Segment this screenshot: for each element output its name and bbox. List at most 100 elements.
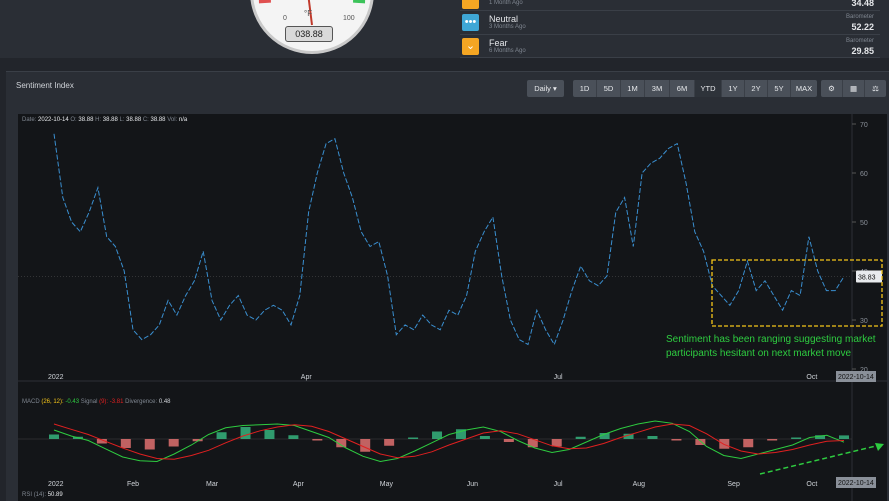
range-ytd[interactable]: YTD <box>695 80 722 97</box>
range-5d[interactable]: 5D <box>597 80 621 97</box>
history-row-3m[interactable]: ••• Neutral 3 Months Ago Barometer 52.22 <box>460 11 880 35</box>
history-name-3m: Neutral <box>489 14 519 24</box>
gauge-greed-arc <box>353 0 366 4</box>
ohlc-close-label: C: <box>142 117 149 123</box>
macd-signal-param: (9): <box>99 399 109 405</box>
ohlc-readout: Date: 2022-10-14 O: 38.88 H: 38.88 L: 38… <box>22 117 187 123</box>
history-value-1m: 34.48 <box>851 0 874 8</box>
divergence-bar <box>791 437 802 439</box>
divergence-bar <box>455 429 466 439</box>
ohlc-open: 38.88 <box>78 117 94 123</box>
chart-area[interactable]: Date: 2022-10-14 O: 38.88 H: 38.88 L: 38… <box>18 114 887 501</box>
date-flag-label: 2022-10-14 <box>838 374 874 381</box>
scale-icon[interactable]: ⚖ <box>865 80 886 97</box>
divergence-bar <box>623 433 634 439</box>
range-1m[interactable]: 1M <box>621 80 645 97</box>
divergence-bar <box>647 436 658 439</box>
rsi-params: (14): <box>33 492 47 498</box>
divergence-bar <box>408 437 419 439</box>
macd-signal-value: -3.81 <box>109 399 124 405</box>
analyst-annotation: Sentiment has been ranging suggesting ma… <box>666 334 876 359</box>
divergence-bar <box>336 439 347 448</box>
sentiment-index-panel: Sentiment Index Daily ▾ 1D 5D 1M 3M 6M Y… <box>6 71 889 501</box>
divergence-bar <box>671 439 682 441</box>
interval-dropdown[interactable]: Daily ▾ <box>527 80 564 97</box>
history-value-3m: 52.22 <box>851 22 874 32</box>
divergence-bar <box>767 439 778 441</box>
history-sub-3m: 3 Months Ago <box>489 24 526 30</box>
gauge-fear-arc <box>258 0 271 4</box>
sentiment-series-line <box>53 133 845 346</box>
range-5y[interactable]: 5Y <box>768 80 791 97</box>
divergence-bar <box>49 434 59 439</box>
ohlc-date: 2022-10-14 <box>38 117 69 123</box>
ohlc-low-label: L: <box>119 117 125 123</box>
macd-x-tick-label: Sep <box>727 481 740 488</box>
range-3m[interactable]: 3M <box>645 80 670 97</box>
divergence-bar <box>288 435 299 439</box>
settings-icon[interactable]: ⚙ <box>821 80 843 97</box>
gauge-needle <box>307 0 313 26</box>
divergence-bar <box>168 439 179 447</box>
y-tick-label: 60 <box>860 171 868 178</box>
macd-x-tick-label: Apr <box>293 481 305 488</box>
range-2y[interactable]: 2Y <box>745 80 768 97</box>
signal-line <box>53 423 845 460</box>
history-row-1m[interactable]: 1 Month Ago 34.48 <box>460 0 880 11</box>
macd-divergence-label: Divergence: <box>125 399 158 405</box>
range-6m[interactable]: 6M <box>670 80 695 97</box>
x-tick-label: 2022 <box>48 374 64 381</box>
divergence-bar <box>384 439 395 446</box>
divergence-bar <box>503 439 514 442</box>
trend-arrow-line <box>759 444 881 475</box>
sentiment-chart-svg: 2030405060702022AprJulOct38.832022-10-14… <box>18 114 887 501</box>
y-tick-label: 50 <box>860 220 868 227</box>
ohlc-vol-label: Vol: <box>167 117 178 123</box>
ranging-highlight-box <box>711 259 883 327</box>
macd-name: MACD <box>22 399 40 405</box>
ohlc-close: 38.88 <box>150 117 166 123</box>
macd-x-tick-label: Oct <box>806 481 817 488</box>
history-barometer-3m: Barometer <box>845 14 874 20</box>
calculator-icon[interactable]: ▦ <box>843 80 865 97</box>
rsi-value: 50.89 <box>47 492 63 498</box>
chevron-down-icon: ⌄ <box>462 38 479 55</box>
divergence-bar <box>527 439 538 448</box>
y-tick-label: 20 <box>860 367 868 374</box>
macd-x-tick-label: Jun <box>467 481 478 488</box>
divergence-bar <box>743 439 754 448</box>
history-row-6m[interactable]: ⌄ Fear 6 Months Ago Barometer 29.85 <box>460 35 880 58</box>
range-1d[interactable]: 1D <box>573 80 597 97</box>
divergence-bar <box>432 431 443 439</box>
rsi-name: RSI <box>22 492 33 498</box>
gauge-value: 038.88 <box>285 26 333 42</box>
divergence-bar <box>551 439 562 447</box>
macd-divergence-value: 0.48 <box>158 399 171 405</box>
divergence-bar <box>360 439 371 452</box>
y-tick-label: 70 <box>860 122 868 129</box>
history-value-6m: 29.85 <box>851 46 874 56</box>
panel-title: Sentiment Index <box>16 81 74 90</box>
macd-x-tick-label: Jul <box>554 481 563 488</box>
macd-line <box>53 420 845 463</box>
y-tick-label: 30 <box>860 318 868 325</box>
history-icon-1m <box>462 0 479 9</box>
history-sub-1m: 1 Month Ago <box>489 0 523 6</box>
divergence-bar <box>120 439 131 448</box>
range-max[interactable]: MAX <box>791 80 817 97</box>
macd-x-tick-label: 2022 <box>48 481 64 488</box>
gauge-dial <box>258 0 366 26</box>
divergence-bar <box>216 432 227 439</box>
trend-arrow-head <box>875 443 884 451</box>
gauge-unit: °F <box>304 9 313 18</box>
divergence-bar <box>264 430 275 439</box>
divergence-bar <box>839 435 849 439</box>
ohlc-high: 38.88 <box>102 117 118 123</box>
rsi-legend: RSI (14): 50.89 <box>22 492 63 498</box>
x-tick-label: Jul <box>554 374 563 381</box>
divergence-bar <box>96 439 107 444</box>
x-tick-label: Oct <box>806 374 817 381</box>
history-name-6m: Fear <box>489 38 508 48</box>
date-flag-bg <box>836 371 876 382</box>
range-1y[interactable]: 1Y <box>722 80 745 97</box>
